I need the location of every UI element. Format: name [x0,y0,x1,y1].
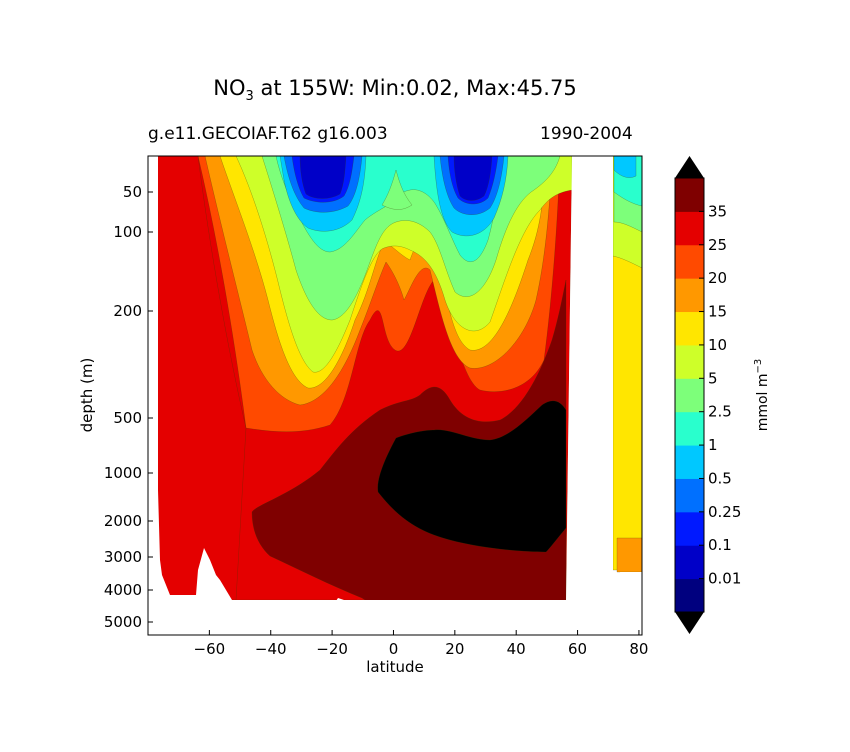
y-tick-label: 100 [113,223,142,241]
x-tick-label: −20 [316,640,348,658]
colorbar-label-text: mmol m [755,373,771,431]
colorbar-tick-label: 0.01 [708,570,741,588]
y-tick-label: 4000 [104,581,142,599]
land-mask-right [566,156,613,604]
y-axis-label: depth (m) [78,358,96,433]
colorbar-label-sup: −3 [753,359,764,374]
chart-title: NO3 at 155W: Min:0.02, Max:45.75 [0,76,790,104]
band-right-orange [616,537,642,573]
colorbar-segment [675,545,704,580]
colorbar-segment [675,344,704,379]
band-black [377,400,567,553]
colorbar: 0.01 0.1 0.25 0.5 1 2.5 5 10 15 20 25 35 [674,156,741,634]
colorbar-tick-label: 25 [708,236,727,254]
band-navy-right [453,156,493,201]
colorbar-segment [675,311,704,346]
colorbar-segment [675,211,704,246]
y-tick-label: 200 [113,302,142,320]
colorbar-tick-label: 10 [708,336,727,354]
y-tick-label: 50 [123,183,142,201]
colorbar-tick-label: 2.5 [708,403,732,421]
colorbar-tick-label: 20 [708,269,727,287]
colorbar-over-extension [675,156,704,178]
colorbar-under-extension [675,612,704,634]
colorbar-tick-label: 0.5 [708,469,732,487]
colorbar-frame [674,177,705,613]
y-tick-label: 2000 [104,512,142,530]
colorbar-segment [675,511,704,546]
x-tick-label: −60 [194,640,226,658]
colorbar-tick-label: 35 [708,202,727,220]
x-tick-label: −40 [255,640,287,658]
x-tick-label: 40 [507,640,526,658]
colorbar-tick-label: 0.1 [708,536,732,554]
x-axis-label: latitude [366,658,424,676]
plot-frame [147,155,643,636]
colorbar-segment [675,478,704,513]
colorbar-segment [675,445,704,479]
band-navy-left [299,156,347,199]
x-tick-label: 60 [568,640,587,658]
colorbar-segment [675,178,704,212]
chart-subtitle-left: g.e11.GECOIAF.T62 g16.003 [148,124,388,144]
x-axis-ticks: −60 −40 −20 0 20 40 60 80 [194,630,648,658]
x-tick-label: 80 [629,640,648,658]
y-tick-label: 5000 [104,613,142,631]
colorbar-segment [675,578,704,613]
y-tick-label: 3000 [104,548,142,566]
y-tick-label: 1000 [104,464,142,482]
colorbar-tick-label: 1 [708,436,718,454]
y-axis-ticks: 50 100 200 500 1000 2000 3000 4000 5000 [104,183,153,631]
band-aqua-center [381,169,413,210]
land-mask-right-strip [620,572,642,582]
colorbar-tick-label: 15 [708,303,727,321]
chart-subtitle-right: 1990-2004 [540,124,633,144]
title-rest: at 155W: Min:0.02, Max:45.75 [253,76,577,100]
colorbar-tick-label: 0.25 [708,503,741,521]
colorbar-segment [675,244,704,279]
title-main: NO [213,76,246,100]
x-tick-label: 0 [389,640,399,658]
band-red-left-edge [148,156,247,601]
colorbar-segment [675,411,704,446]
land-mask-bottom [148,600,642,635]
band-right-cyan [613,156,637,178]
y-tick-label: 500 [113,409,142,427]
x-tick-label: 20 [445,640,464,658]
contour-field [148,156,642,635]
colorbar-segment [675,378,704,413]
colorbar-segment [675,278,704,313]
title-subscript: 3 [245,89,254,105]
colorbar-tick-label: 5 [708,369,718,387]
colorbar-label: mmol m−3 [753,359,771,432]
